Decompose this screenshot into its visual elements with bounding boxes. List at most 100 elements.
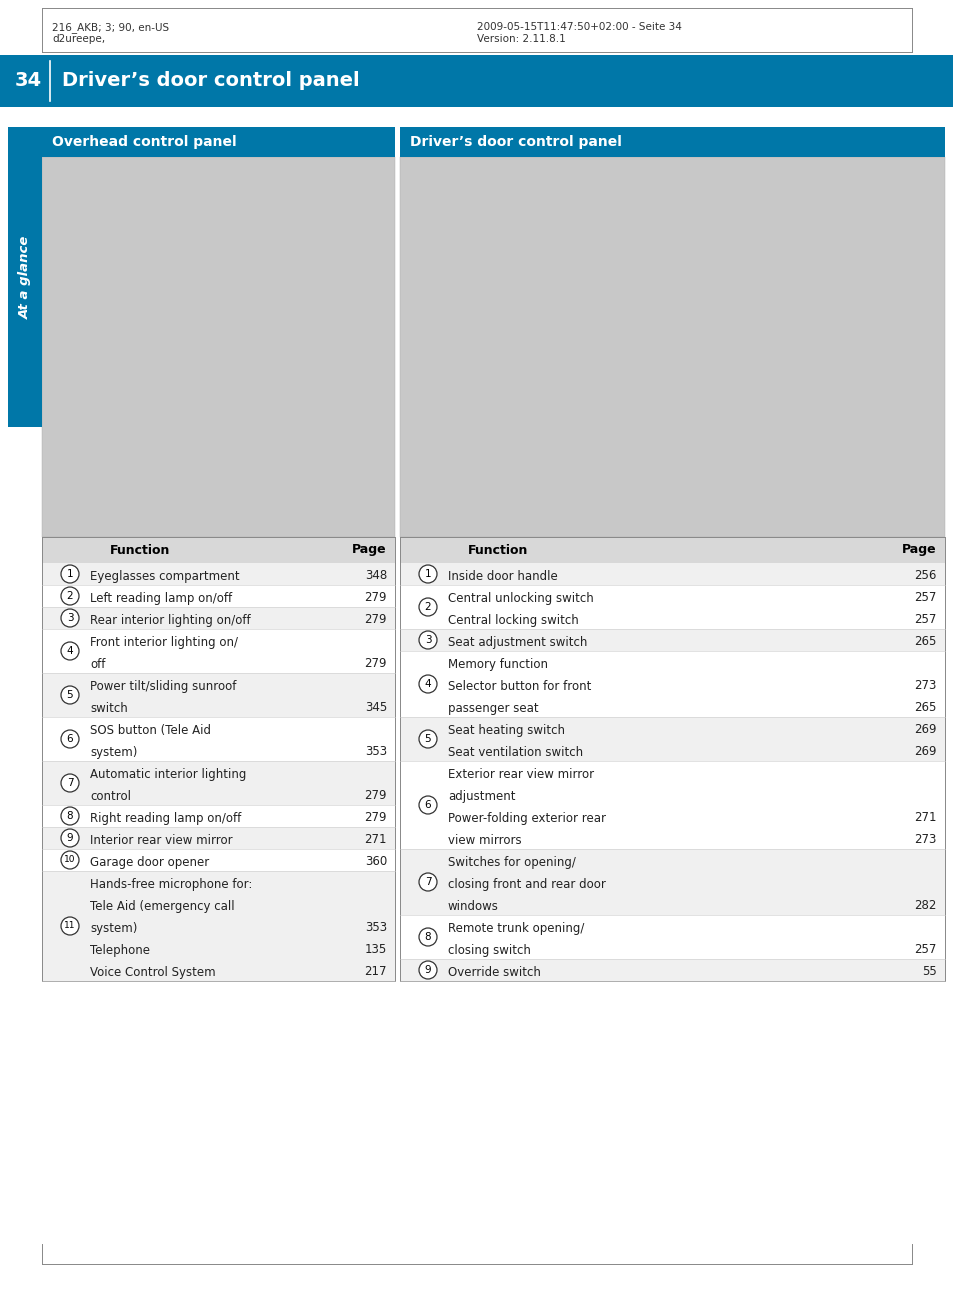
- Text: 360: 360: [364, 854, 387, 867]
- Text: 8: 8: [67, 811, 73, 820]
- Text: Driver’s door control panel: Driver’s door control panel: [410, 135, 621, 149]
- Text: Inside door handle: Inside door handle: [448, 571, 558, 584]
- Bar: [399, 127, 944, 157]
- Text: system): system): [90, 747, 137, 760]
- Text: 279: 279: [364, 612, 387, 625]
- Text: 10: 10: [64, 855, 75, 864]
- Text: d2ureepe,: d2ureepe,: [52, 34, 105, 44]
- Text: 273: 273: [914, 832, 936, 845]
- Text: At a glance: At a glance: [18, 236, 31, 318]
- Bar: [0, 56, 953, 107]
- Text: system): system): [90, 923, 137, 936]
- Bar: [399, 761, 944, 849]
- Text: 256: 256: [914, 568, 936, 581]
- Text: 345: 345: [364, 700, 387, 713]
- Circle shape: [418, 675, 436, 694]
- Text: Memory function: Memory function: [448, 659, 547, 672]
- Text: 1: 1: [67, 569, 73, 578]
- Bar: [42, 849, 395, 871]
- Text: 269: 269: [914, 744, 936, 757]
- Text: 2009-05-15T11:47:50+02:00 - Seite 34: 2009-05-15T11:47:50+02:00 - Seite 34: [476, 22, 681, 32]
- Bar: [399, 563, 944, 585]
- Text: 257: 257: [914, 612, 936, 625]
- Text: 7: 7: [67, 778, 73, 788]
- Circle shape: [61, 730, 79, 748]
- Bar: [399, 717, 944, 761]
- Text: SOS button (Tele Aid: SOS button (Tele Aid: [90, 725, 211, 738]
- Text: 9: 9: [67, 833, 73, 842]
- Text: 271: 271: [914, 810, 936, 823]
- Text: adjustment: adjustment: [448, 791, 515, 804]
- Text: 273: 273: [914, 678, 936, 691]
- Text: passenger seat: passenger seat: [448, 703, 538, 716]
- Text: 353: 353: [364, 744, 387, 757]
- Text: Garage door opener: Garage door opener: [90, 857, 209, 870]
- Circle shape: [61, 917, 79, 936]
- Text: Eyeglasses compartment: Eyeglasses compartment: [90, 571, 239, 584]
- Text: 265: 265: [914, 700, 936, 713]
- Bar: [42, 563, 395, 585]
- Bar: [399, 915, 944, 959]
- Text: Automatic interior lighting: Automatic interior lighting: [90, 769, 246, 782]
- Circle shape: [61, 686, 79, 704]
- Bar: [42, 127, 395, 157]
- Text: 257: 257: [914, 590, 936, 603]
- Text: Version: 2.11.8.1: Version: 2.11.8.1: [476, 34, 565, 44]
- Bar: [42, 629, 395, 673]
- Bar: [399, 651, 944, 717]
- Text: Override switch: Override switch: [448, 967, 540, 980]
- Text: Remote trunk opening/: Remote trunk opening/: [448, 923, 584, 936]
- Text: 55: 55: [922, 964, 936, 977]
- Text: 3: 3: [67, 613, 73, 622]
- Text: 217: 217: [364, 964, 387, 977]
- Text: 5: 5: [67, 690, 73, 700]
- Text: Power-folding exterior rear: Power-folding exterior rear: [448, 813, 605, 826]
- Bar: [42, 607, 395, 629]
- Circle shape: [418, 631, 436, 650]
- Text: 353: 353: [364, 920, 387, 933]
- Text: 348: 348: [364, 568, 387, 581]
- Circle shape: [61, 807, 79, 826]
- Text: 4: 4: [67, 646, 73, 656]
- Text: 8: 8: [424, 932, 431, 942]
- Text: Seat heating switch: Seat heating switch: [448, 725, 564, 738]
- Text: 271: 271: [364, 832, 387, 845]
- Text: 282: 282: [914, 898, 936, 911]
- Text: 2: 2: [424, 602, 431, 612]
- Bar: [399, 959, 944, 981]
- Text: 5: 5: [424, 734, 431, 744]
- Text: 11: 11: [64, 921, 75, 930]
- Text: Hands-free microphone for:: Hands-free microphone for:: [90, 879, 253, 892]
- Text: view mirrors: view mirrors: [448, 835, 521, 848]
- Bar: [42, 871, 395, 981]
- Text: 4: 4: [424, 679, 431, 688]
- Text: 6: 6: [67, 734, 73, 744]
- Text: off: off: [90, 659, 105, 672]
- Circle shape: [418, 796, 436, 814]
- Circle shape: [61, 774, 79, 792]
- Circle shape: [418, 873, 436, 892]
- Circle shape: [418, 928, 436, 946]
- Circle shape: [418, 598, 436, 616]
- Text: Page: Page: [352, 543, 387, 556]
- Text: 34: 34: [14, 71, 42, 91]
- Text: 135: 135: [364, 942, 387, 955]
- Text: 257: 257: [914, 942, 936, 955]
- Text: Power tilt/sliding sunroof: Power tilt/sliding sunroof: [90, 681, 236, 694]
- Bar: [42, 673, 395, 717]
- Bar: [42, 585, 395, 607]
- Circle shape: [61, 642, 79, 660]
- Bar: [399, 537, 944, 563]
- Bar: [42, 537, 395, 563]
- Bar: [42, 805, 395, 827]
- Circle shape: [418, 730, 436, 748]
- Text: 7: 7: [424, 877, 431, 886]
- Text: 279: 279: [364, 590, 387, 603]
- Text: Seat ventilation switch: Seat ventilation switch: [448, 747, 582, 760]
- Circle shape: [61, 609, 79, 628]
- Bar: [399, 585, 944, 629]
- Text: 269: 269: [914, 722, 936, 735]
- Text: 2: 2: [67, 591, 73, 600]
- Text: Rear interior lighting on/off: Rear interior lighting on/off: [90, 615, 251, 628]
- Text: Selector button for front: Selector button for front: [448, 681, 591, 694]
